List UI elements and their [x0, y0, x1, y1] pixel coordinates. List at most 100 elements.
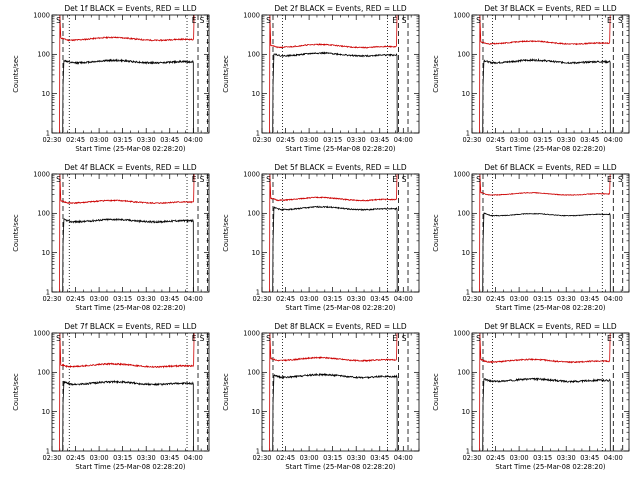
y-tick-label: 1 [46, 447, 50, 455]
series-line-lld [59, 15, 195, 133]
y-axis-label: Counts/sec [432, 214, 440, 252]
chart-panel-det-2: Det 2f BLACK = Events, RED = LLD Counts/s… [222, 4, 420, 153]
end-marker-label: E [192, 175, 197, 184]
series-group [59, 333, 195, 451]
series-line-events [482, 57, 611, 133]
chart-panel-det-7: Det 7f BLACK = Events, RED = LLD Counts/s… [12, 322, 210, 471]
series-line-lld [59, 174, 195, 292]
x-tick-label: 03:30 [347, 136, 366, 144]
y-tick-label: 1000 [243, 11, 260, 19]
chart-panel-det-1: Det 1f BLACK = Events, RED = LLD Counts/s… [12, 4, 210, 153]
plot-frame [471, 14, 630, 134]
x-axis-label: Start Time (25-Mar-08 02:28:20) [75, 463, 185, 471]
x-axis-label: Start Time (25-Mar-08 02:28:20) [285, 463, 395, 471]
x-tick-label: 03:45 [160, 454, 179, 462]
chart-title: Det 5f BLACK = Events, RED = LLD [274, 163, 407, 172]
series-group [269, 333, 398, 451]
y-tick-label: 100 [37, 210, 50, 218]
x-tick-label: 03:30 [137, 454, 156, 462]
plot-frame [51, 332, 210, 452]
x-tick-label: 03:45 [160, 136, 179, 144]
x-tick-label: 02:45 [276, 454, 295, 462]
x-tick-label: 03:30 [347, 295, 366, 303]
x-axis-label: Start Time (25-Mar-08 02:28:20) [285, 304, 395, 312]
start-marker-label: S [266, 16, 271, 25]
end-marker-label: E [192, 334, 197, 343]
x-tick-label: 02:30 [462, 136, 481, 144]
y-tick-label: 100 [37, 51, 50, 59]
y-tick-label: 10 [42, 90, 50, 98]
x-tick-label: 02:30 [252, 136, 271, 144]
y-tick-label: 1000 [243, 329, 260, 337]
end-marker-label: E [392, 16, 397, 25]
series-group [269, 15, 398, 133]
plot-frame [51, 14, 210, 134]
x-tick-label: 03:00 [90, 295, 109, 303]
y-tick-label: 1 [256, 288, 260, 296]
start-marker-label: S [56, 175, 61, 184]
x-tick-label: 02:30 [42, 295, 61, 303]
x-tick-label: 03:45 [370, 295, 389, 303]
x-tick-label: 04:00 [604, 295, 623, 303]
start-marker-label: S [56, 16, 61, 25]
x-tick-label: 02:30 [462, 295, 481, 303]
x-tick-label: 03:30 [557, 136, 576, 144]
series-line-events [272, 372, 398, 451]
series-line-events [482, 212, 611, 292]
y-tick-label: 1 [466, 288, 470, 296]
chart-panel-det-5: Det 5f BLACK = Events, RED = LLD Counts/s… [222, 163, 420, 312]
y-axis-label: Counts/sec [432, 55, 440, 93]
y-axis-label: Counts/sec [12, 55, 20, 93]
x-tick-label: 03:15 [113, 454, 132, 462]
restart-marker-label: S [200, 175, 205, 184]
x-tick-label: 03:15 [323, 136, 342, 144]
x-tick-label: 03:15 [533, 454, 552, 462]
y-tick-label: 1 [46, 288, 50, 296]
chart-title: Det 3f BLACK = Events, RED = LLD [484, 4, 617, 13]
y-tick-label: 1 [466, 129, 470, 137]
y-tick-label: 10 [252, 90, 260, 98]
series-line-lld [59, 333, 195, 451]
x-tick-label: 04:00 [394, 295, 413, 303]
x-tick-label: 03:15 [533, 295, 552, 303]
x-axis-label: Start Time (25-Mar-08 02:28:20) [75, 304, 185, 312]
chart-title: Det 4f BLACK = Events, RED = LLD [64, 163, 197, 172]
series-line-lld [269, 174, 398, 292]
start-marker-label: S [476, 16, 481, 25]
x-tick-label: 03:30 [347, 454, 366, 462]
chart-title: Det 7f BLACK = Events, RED = LLD [64, 322, 197, 331]
y-axis-label: Counts/sec [12, 373, 20, 411]
chart-title: Det 8f BLACK = Events, RED = LLD [274, 322, 407, 331]
start-marker-label: S [476, 334, 481, 343]
series-group [479, 174, 611, 292]
y-axis-label: Counts/sec [12, 214, 20, 252]
x-tick-label: 03:00 [300, 136, 319, 144]
chart-title: Det 6f BLACK = Events, RED = LLD [484, 163, 617, 172]
end-marker-label: E [607, 175, 612, 184]
end-marker-label: E [607, 16, 612, 25]
y-tick-label: 100 [37, 369, 50, 377]
y-tick-label: 100 [247, 51, 260, 59]
plot-frame [261, 173, 420, 293]
y-tick-label: 100 [247, 210, 260, 218]
y-axis-label: Counts/sec [222, 214, 230, 252]
x-tick-label: 02:45 [276, 136, 295, 144]
series-line-events [272, 205, 398, 292]
x-tick-label: 03:15 [323, 454, 342, 462]
y-tick-label: 10 [462, 408, 470, 416]
series-line-lld [479, 15, 611, 133]
x-tick-label: 02:45 [486, 454, 505, 462]
y-tick-label: 1000 [453, 170, 470, 178]
restart-marker-label: S [618, 334, 623, 343]
y-tick-label: 1000 [33, 329, 50, 337]
y-tick-label: 100 [247, 369, 260, 377]
x-tick-label: 02:30 [42, 136, 61, 144]
y-tick-label: 100 [457, 210, 470, 218]
x-tick-label: 04:00 [184, 295, 203, 303]
x-tick-label: 03:45 [370, 454, 389, 462]
x-tick-label: 03:15 [533, 136, 552, 144]
chart-panel-det-9: Det 9f BLACK = Events, RED = LLD Counts/s… [432, 322, 630, 471]
series-line-events [62, 379, 194, 451]
series-group [479, 15, 611, 133]
